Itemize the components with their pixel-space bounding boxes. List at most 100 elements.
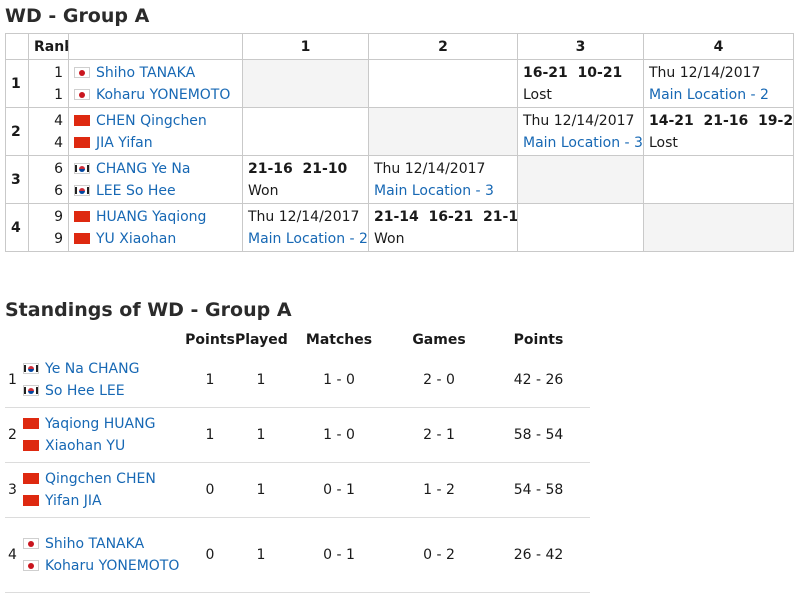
standing-points-value: 1 — [185, 407, 235, 463]
japan-flag — [23, 560, 39, 571]
standing-rally-points-value: 58 - 54 — [487, 407, 590, 463]
match-schedule-cell: Thu 12/14/2017 Main Location - 2 — [643, 59, 794, 108]
self-match-cell — [517, 155, 644, 204]
games-header: Games — [412, 332, 466, 348]
china-flag — [23, 473, 39, 484]
grid-header-row: Rank 1 2 3 4 — [5, 33, 794, 60]
location-link[interactable]: Main Location - 2 — [649, 86, 769, 103]
standing-matches-value: 0 - 1 — [287, 517, 391, 593]
position-number: 2 — [5, 107, 29, 156]
standing-position: 2 — [5, 407, 23, 463]
match-outcome: Won — [248, 182, 279, 199]
match-result-cell: 21-16 21-10 Won — [242, 155, 369, 204]
standing-position: 1 — [5, 353, 23, 408]
standings-title: Standings of WD - Group A — [5, 299, 292, 321]
player-line: Shiho TANAKA — [74, 62, 237, 84]
korea-flag — [74, 184, 90, 196]
standing-position: 4 — [5, 517, 23, 593]
standing-points-value: 0 — [185, 517, 235, 593]
player-line: Ye Na CHANG — [23, 358, 185, 380]
grid-row: 4 9 9 HUANG Yaqiong YU Xiaohan Thu 12/14/2017… — [5, 203, 794, 252]
standings-table: Points Played Matches Games Points 1 Ye N… — [5, 327, 590, 593]
player-link[interactable]: Koharu YONEMOTO — [96, 86, 231, 103]
header-blank-cell — [5, 33, 29, 60]
match-date: Thu 12/14/2017 — [649, 64, 761, 81]
location-link[interactable]: Main Location - 3 — [523, 134, 643, 151]
match-score[interactable]: 14-21 21-16 19-21 — [649, 112, 794, 129]
seed-rank: 6 — [54, 160, 63, 177]
player-link[interactable]: Yifan JIA — [45, 493, 102, 509]
match-score[interactable]: 16-21 10-21 — [523, 64, 623, 81]
player-link[interactable]: JIA Yifan — [96, 134, 153, 151]
standing-position: 3 — [5, 462, 23, 518]
match-schedule-cell: Thu 12/14/2017 Main Location - 3 — [517, 107, 644, 156]
match-result-cell: 21-14 16-21 21-19 Won — [368, 203, 518, 252]
player-link[interactable]: Yaqiong HUANG — [45, 416, 156, 432]
player-link[interactable]: CHEN Qingchen — [96, 112, 207, 129]
position-number: 3 — [5, 155, 29, 204]
self-match-cell — [242, 59, 369, 108]
player-link[interactable]: Qingchen CHEN — [45, 471, 156, 487]
player-line: CHANG Ye Na — [74, 158, 237, 180]
player-link[interactable]: HUANG Yaqiong — [96, 208, 207, 225]
standing-matches-value: 0 - 1 — [287, 462, 391, 518]
player-line: CHEN Qingchen — [74, 110, 237, 132]
player-link[interactable]: So Hee LEE — [45, 383, 125, 399]
standing-matches-value: 1 - 0 — [287, 353, 391, 408]
self-match-cell — [368, 107, 518, 156]
grid-row: 2 4 4 CHEN Qingchen JIA Yifan Thu 12/14/2017 M… — [5, 107, 794, 156]
match-score[interactable]: 21-16 21-10 — [248, 160, 348, 177]
player-link[interactable]: Ye Na CHANG — [45, 361, 140, 377]
player-line: YU Xiaohan — [74, 228, 237, 250]
location-link[interactable]: Main Location - 2 — [248, 230, 368, 247]
player-pair-cell: CHANG Ye Na LEE So Hee — [68, 155, 243, 204]
player-link[interactable]: YU Xiaohan — [96, 230, 177, 247]
col-header-3: 3 — [517, 33, 644, 60]
player-line: So Hee LEE — [23, 380, 185, 402]
location-link[interactable]: Main Location - 3 — [374, 182, 494, 199]
standing-points-value: 0 — [185, 462, 235, 518]
standing-played-value: 1 — [235, 517, 287, 593]
played-header: Played — [235, 332, 288, 348]
china-flag — [74, 210, 90, 222]
player-line: Koharu YONEMOTO — [74, 84, 237, 106]
match-result-cell: 16-21 10-21 Lost — [517, 59, 644, 108]
standing-players-cell: Ye Na CHANG So Hee LEE — [23, 353, 185, 408]
player-pair-cell: Shiho TANAKA Koharu YONEMOTO — [68, 59, 243, 108]
player-link[interactable]: Koharu YONEMOTO — [45, 558, 180, 574]
page-title: WD - Group A — [5, 5, 150, 27]
match-score[interactable]: 21-14 16-21 21-19 — [374, 208, 518, 225]
header-blank-cell — [23, 327, 185, 353]
player-link[interactable]: Shiho TANAKA — [96, 64, 196, 81]
china-flag — [74, 114, 90, 126]
china-flag — [23, 495, 39, 506]
grid-row: 1 1 1 Shiho TANAKA Koharu YONEMOTO 16-21 10-2… — [5, 59, 794, 108]
seed-rank: 6 — [54, 182, 63, 199]
match-date: Thu 12/14/2017 — [523, 112, 635, 129]
china-flag — [23, 418, 39, 429]
player-link[interactable]: LEE So Hee — [96, 182, 176, 199]
china-flag — [74, 232, 90, 244]
match-date: Thu 12/14/2017 — [374, 160, 486, 177]
header-blank-cell — [5, 327, 23, 353]
seed-rank: 1 — [54, 64, 63, 81]
player-line: Yaqiong HUANG — [23, 413, 185, 435]
match-outcome: Won — [374, 230, 405, 247]
standing-players-cell: Qingchen CHEN Yifan JIA — [23, 462, 185, 518]
player-line: Yifan JIA — [23, 490, 185, 512]
player-link[interactable]: CHANG Ye Na — [96, 160, 191, 177]
match-outcome: Lost — [649, 134, 678, 151]
standing-players-cell: Shiho TANAKA Koharu YONEMOTO — [23, 517, 185, 593]
player-link[interactable]: Xiaohan YU — [45, 438, 126, 454]
seed-rank: 4 — [54, 112, 63, 129]
player-line: LEE So Hee — [74, 180, 237, 202]
col-header-2: 2 — [368, 33, 518, 60]
standings-header-row: Points Played Matches Games Points — [5, 327, 590, 353]
player-link[interactable]: Shiho TANAKA — [45, 536, 145, 552]
